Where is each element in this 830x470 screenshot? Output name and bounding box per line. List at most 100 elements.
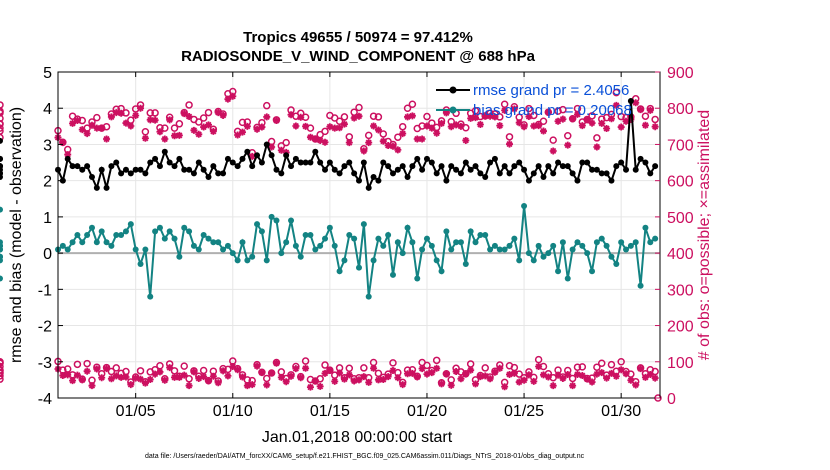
rmse-point — [433, 170, 440, 177]
rmse-point — [307, 159, 314, 166]
rmse-point — [122, 166, 129, 173]
obs-possible-marker — [394, 133, 402, 141]
obs-possible-marker — [389, 359, 397, 367]
bias-point — [356, 264, 362, 271]
obs-possible-marker — [593, 363, 601, 371]
obs-assimilated-marker — [83, 130, 91, 138]
obs-assimilated-marker — [219, 367, 227, 375]
obs-possible-marker — [263, 374, 271, 383]
bias-point — [220, 246, 227, 253]
bias-point — [535, 242, 542, 249]
rmse-point — [652, 163, 659, 170]
obs-assimilated-marker — [209, 127, 217, 135]
bias-point — [472, 239, 479, 246]
obs-possible-marker — [423, 361, 431, 370]
rmse-point — [351, 170, 358, 177]
bias-point — [351, 235, 358, 242]
obs-assimilated-marker — [306, 383, 314, 391]
rmse-point — [292, 155, 299, 162]
bias-point — [98, 228, 105, 235]
rmse-point — [113, 159, 120, 166]
rmse-point — [627, 97, 634, 104]
obs-assimilated-marker — [292, 365, 300, 373]
bias-point — [380, 242, 387, 249]
obs-assimilated-marker — [457, 375, 465, 383]
rmse-point — [186, 166, 193, 173]
y-right-tick-label: 300 — [667, 282, 694, 299]
obs-assimilated-marker — [190, 368, 198, 376]
bias-point — [433, 257, 440, 264]
obs-assimilated-marker — [166, 364, 174, 372]
rmse-point — [152, 155, 159, 162]
rmse-point — [273, 166, 280, 173]
obs-assimilated-marker — [530, 122, 538, 130]
obs-possible-marker — [93, 113, 101, 122]
obs-possible-marker — [617, 112, 625, 121]
rmse-point — [530, 170, 537, 177]
rmse-point — [0, 163, 3, 170]
rmse-point — [88, 174, 95, 181]
obs-possible-marker — [340, 113, 349, 121]
bias-point — [195, 246, 202, 253]
rmse-point — [74, 163, 81, 170]
obs-possible-marker — [597, 359, 606, 367]
obs-assimilated-marker — [404, 113, 412, 121]
chart-title: Tropics 49655 / 50974 = 97.412% — [243, 29, 473, 46]
obs-assimilated-marker — [476, 373, 484, 381]
obs-assimilated-marker — [122, 119, 130, 127]
chart-subtitle: RADIOSONDE_V_WIND_COMPONENT @ 688 hPa — [181, 48, 536, 65]
obs-assimilated-marker — [263, 113, 271, 121]
bias-point — [579, 242, 586, 249]
rmse-point — [137, 166, 144, 173]
bias-point — [608, 253, 615, 260]
obs-assimilated-marker — [272, 117, 280, 125]
bias-point — [428, 242, 435, 249]
obs-assimilated-marker — [127, 381, 135, 389]
rmse-point — [618, 159, 625, 166]
bias-point — [589, 268, 596, 275]
obs-assimilated-marker — [632, 381, 640, 389]
obs-assimilated-marker — [132, 111, 140, 119]
obs-assimilated-marker — [311, 377, 319, 385]
rmse-point — [118, 170, 125, 177]
rmse-point — [302, 159, 309, 166]
obs-assimilated-marker — [370, 364, 378, 372]
bias-point — [171, 235, 178, 242]
obs-assimilated-marker — [234, 366, 242, 374]
obs-assimilated-marker — [549, 382, 557, 390]
rmse-point — [555, 159, 562, 166]
obs-assimilated-marker — [578, 122, 586, 130]
bias-point — [74, 232, 81, 238]
bias-point — [501, 246, 508, 253]
obs-assimilated-marker — [452, 121, 460, 129]
rmse-point — [331, 166, 338, 173]
obs-assimilated-marker — [180, 371, 188, 379]
obs-assimilated-marker — [539, 127, 547, 135]
y-tick-label: -4 — [38, 391, 52, 408]
rmse-point — [457, 170, 464, 177]
obs-possible-marker — [398, 122, 407, 131]
rmse-point — [467, 166, 474, 173]
bias-point — [186, 228, 193, 235]
obs-assimilated-marker — [98, 124, 106, 132]
obs-assimilated-marker — [205, 121, 212, 129]
y-tick-label: 1 — [43, 210, 52, 227]
rmse-point — [360, 159, 367, 166]
bias-point — [263, 257, 270, 264]
obs-assimilated-marker — [234, 131, 242, 139]
bias-point — [273, 217, 280, 224]
obs-assimilated-marker — [433, 129, 441, 137]
rmse-point — [506, 170, 513, 177]
bias-point — [506, 242, 513, 249]
rmse-point — [569, 170, 576, 177]
obs-possible-marker — [0, 101, 4, 109]
rmse-point — [268, 152, 275, 159]
obs-assimilated-marker — [501, 383, 509, 391]
rmse-point — [156, 163, 163, 170]
obs-assimilated-marker — [573, 110, 581, 118]
bias-point — [438, 268, 445, 275]
obs-assimilated-marker — [117, 373, 125, 381]
obs-possible-marker — [238, 118, 247, 127]
obs-assimilated-marker — [578, 372, 586, 380]
rmse-point — [239, 155, 246, 162]
